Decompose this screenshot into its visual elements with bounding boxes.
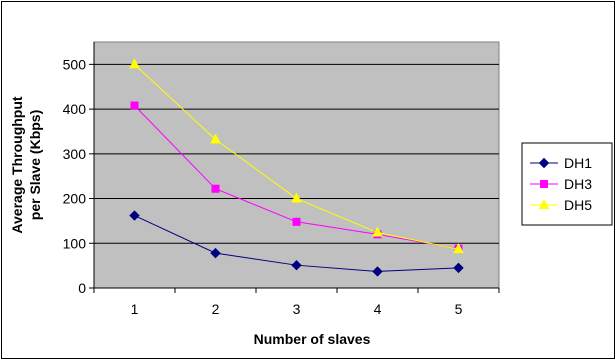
legend-label-dh3: DH3 [564, 176, 592, 192]
data-point-dh5 [453, 243, 464, 254]
x-tick-label: 5 [455, 301, 463, 317]
y-axis-title-line-2: per Slave (Kbps) [27, 110, 43, 220]
y-axis-title-line-1: Average Throughput [9, 96, 25, 233]
data-point-dh1 [129, 210, 140, 221]
data-point-dh3 [130, 101, 139, 110]
series-group [129, 58, 464, 277]
data-point-dh1 [291, 259, 302, 271]
x-tick-label: 2 [212, 301, 220, 317]
y-tick-labels: 0 100 200 300 400 500 [63, 56, 87, 296]
x-tick-label: 3 [293, 301, 301, 317]
legend-marker-dh1 [538, 157, 550, 169]
series-dh1 [129, 210, 464, 277]
x-axis-title: Number of slaves [254, 331, 371, 347]
data-point-dh1 [453, 262, 464, 274]
data-point-dh5 [129, 58, 140, 69]
y-tick-label: 0 [78, 280, 86, 296]
data-point-dh1 [210, 247, 221, 259]
y-tick-label: 500 [63, 56, 87, 72]
y-tick-label: 400 [63, 101, 87, 117]
legend: DH1 DH3 DH5 [521, 142, 613, 226]
data-point-dh3 [211, 184, 220, 193]
legend-marker-dh3 [540, 180, 548, 188]
data-point-dh5 [372, 226, 383, 237]
x-tick-label: 1 [131, 301, 139, 317]
x-tick-labels: 1 2 3 4 5 [131, 301, 463, 317]
y-tick-label: 300 [63, 146, 87, 162]
data-point-dh5 [210, 133, 221, 144]
x-tick-label: 4 [374, 301, 382, 317]
data-point-dh5 [291, 192, 302, 203]
y-axis-title-group: Average Throughput per Slave (Kbps) [9, 96, 43, 233]
legend-marker-dh5 [538, 198, 550, 209]
y-tick-label: 100 [63, 235, 87, 251]
y-tick-label: 200 [63, 191, 87, 207]
data-point-dh3 [292, 217, 301, 226]
axes [93, 42, 500, 293]
series-dh5 [129, 58, 464, 254]
data-point-dh1 [372, 266, 383, 277]
plot-area [93, 41, 500, 289]
legend-label-dh1: DH1 [564, 155, 592, 171]
legend-label-dh5: DH5 [564, 197, 592, 213]
